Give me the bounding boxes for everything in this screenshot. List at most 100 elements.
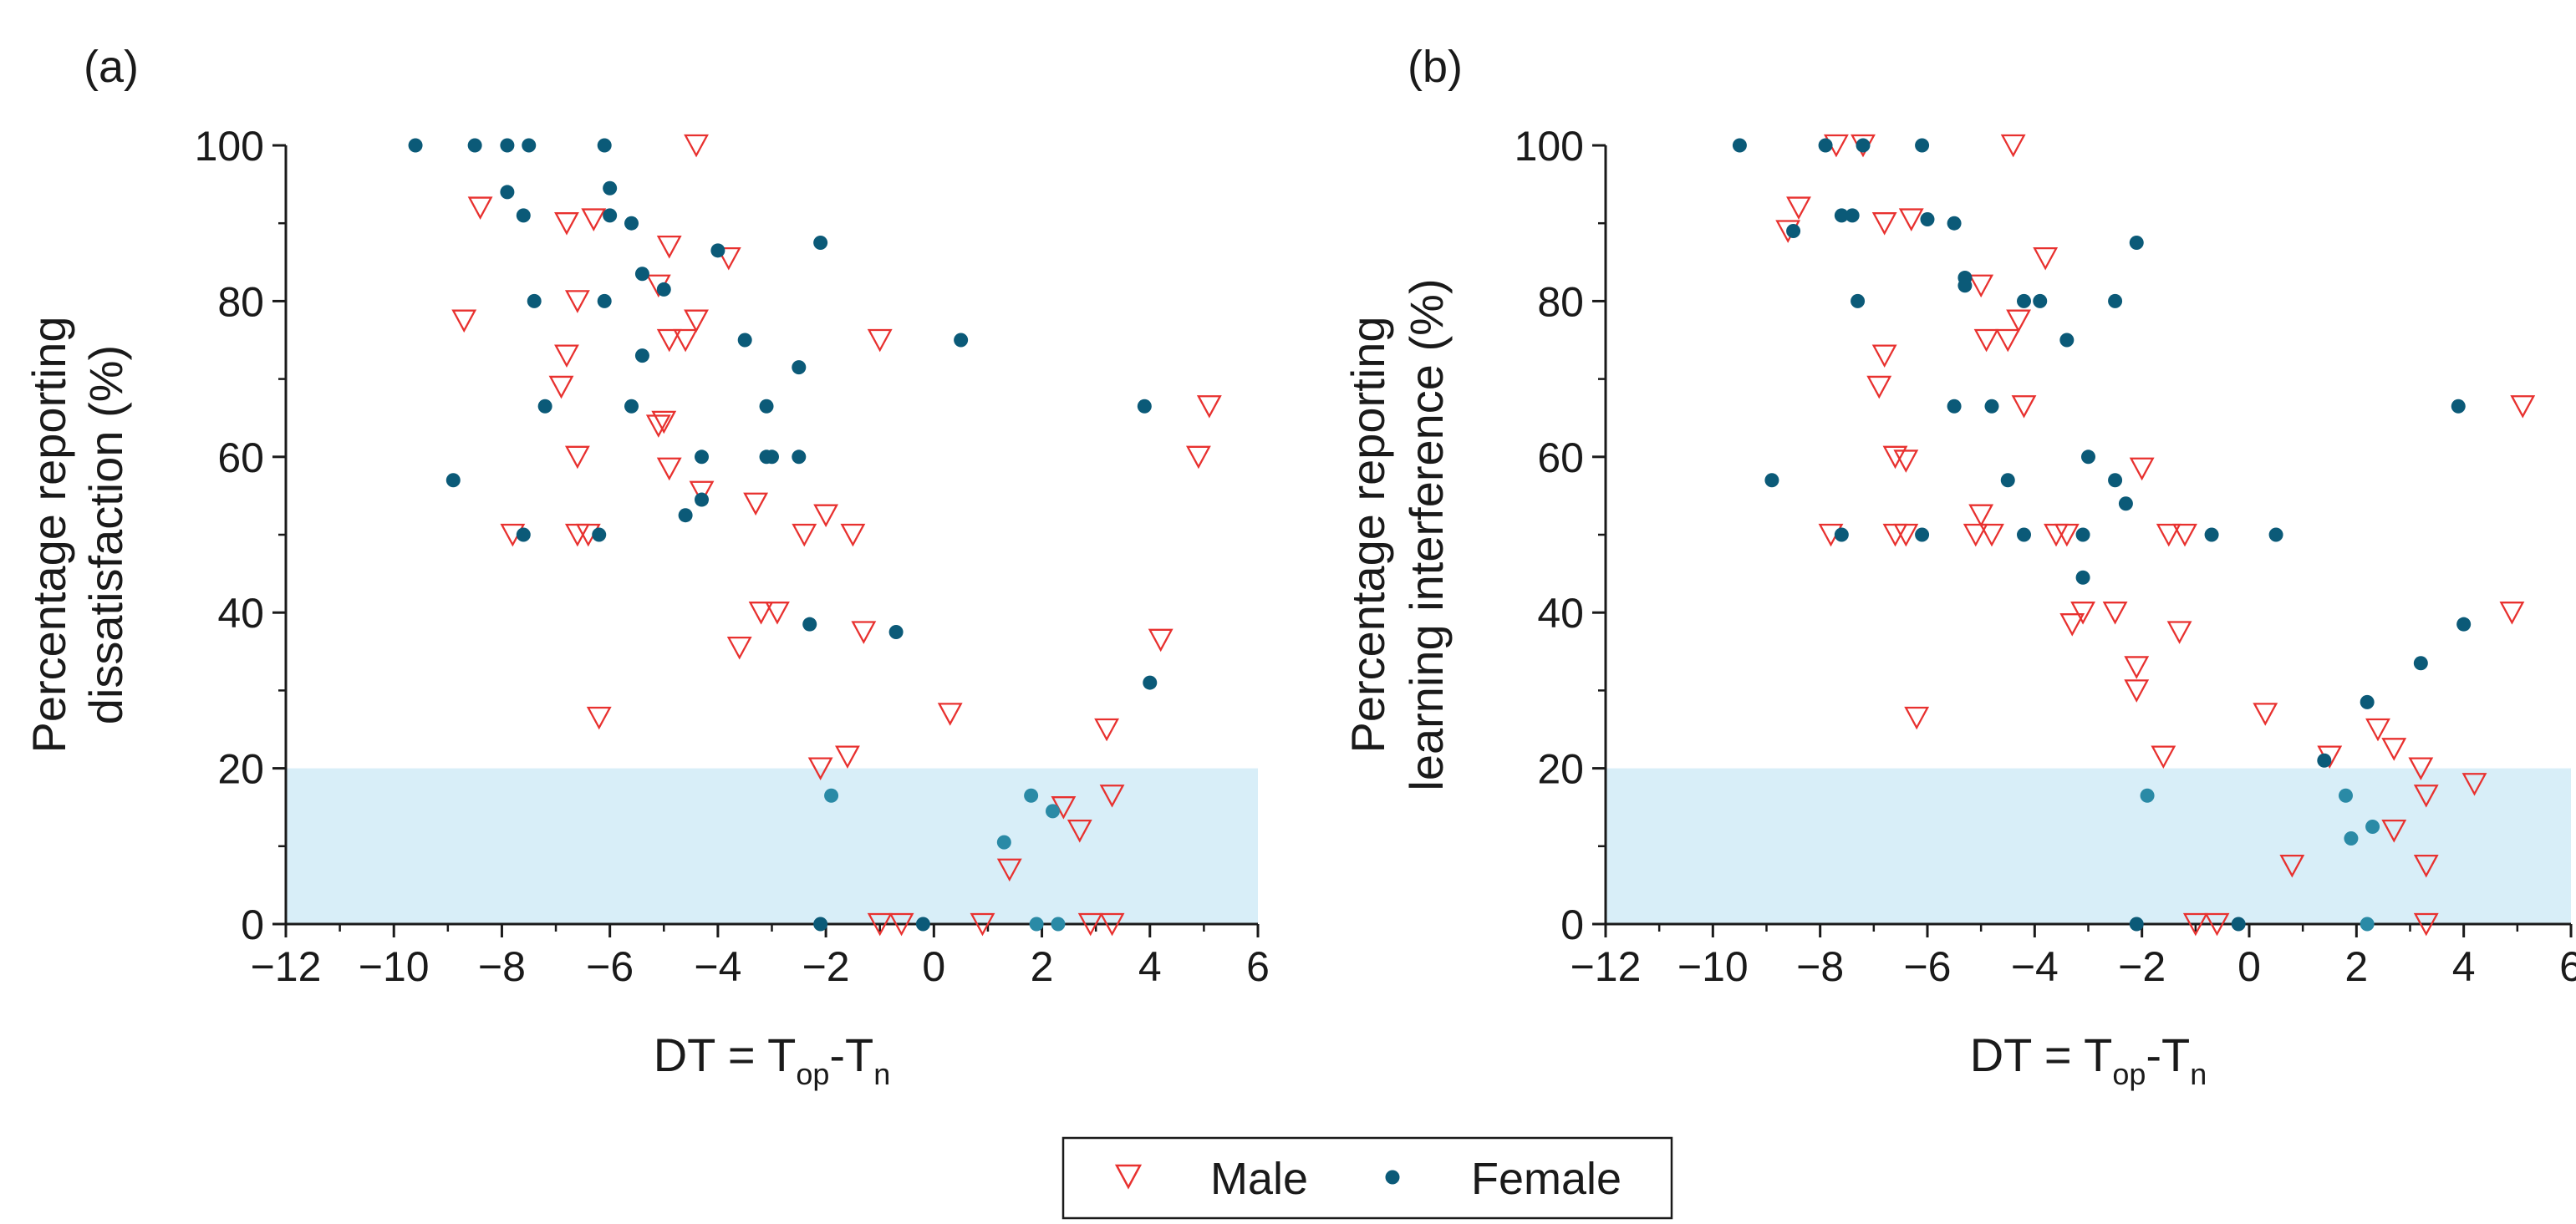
male-point (684, 309, 709, 333)
male-point (1968, 274, 1994, 298)
x-axis-label-subscript: op (796, 1057, 829, 1091)
x-tick-label: 4 (1138, 943, 1162, 990)
male-point (645, 414, 671, 438)
female-point (1732, 138, 1747, 153)
male-point (970, 912, 995, 937)
male-point (2413, 854, 2439, 878)
male-point (2166, 621, 2192, 644)
male-point (564, 445, 590, 470)
x-axis-label-part: -T (2146, 1028, 2190, 1081)
male-point (656, 236, 682, 259)
female-point (2365, 820, 2380, 834)
female-point (603, 208, 618, 223)
x-axis-label: DT = Top-Tn (1970, 1028, 2207, 1091)
female-point (695, 492, 710, 507)
y-tick-label: 20 (1537, 746, 1584, 793)
female-point (1051, 917, 1066, 932)
female-point (1786, 224, 1801, 239)
female-point (634, 348, 649, 363)
male-point (451, 309, 477, 333)
male-point (1882, 523, 1908, 547)
male-point (2102, 602, 2128, 625)
male-point (937, 703, 963, 726)
male-point (2124, 656, 2150, 679)
x-tick-label: 2 (2344, 943, 2368, 990)
male-point (2408, 757, 2434, 781)
y-tick-label: 0 (241, 901, 264, 948)
female-point (1818, 138, 1833, 153)
female-point (1845, 208, 1860, 223)
female-point (1947, 399, 1962, 414)
x-axis-label-subscript: n (2190, 1057, 2207, 1091)
male-point (2499, 602, 2525, 625)
female-point (2017, 293, 2031, 308)
male-point (2279, 854, 2305, 878)
female-point (2108, 293, 2123, 308)
male-point (1893, 523, 1919, 547)
female-point (1856, 138, 1871, 153)
x-tick-label: −6 (586, 943, 634, 990)
male-point (867, 328, 893, 353)
female-point (537, 399, 552, 414)
female-point (597, 293, 612, 308)
female-point (1920, 212, 1935, 227)
male-point (2381, 738, 2407, 761)
male-point (564, 523, 590, 547)
female-point (2360, 694, 2375, 709)
male-point (467, 196, 493, 220)
female-point (522, 138, 537, 153)
female-point (1137, 399, 1152, 414)
legend: Male Female (1061, 1136, 1673, 1220)
male-point (792, 523, 817, 547)
male-point (1904, 706, 1930, 730)
female-point (1764, 473, 1779, 488)
male-point (813, 504, 839, 528)
x-tick-label: −2 (802, 943, 850, 990)
y-axis-label-line1: Percentage reporting (23, 316, 75, 753)
male-point (835, 745, 860, 769)
x-tick-label: −4 (694, 943, 741, 990)
y-tick-label: 0 (1560, 901, 1584, 948)
x-axis-label-part: DT = T (654, 1028, 797, 1081)
male-point (1786, 196, 1811, 220)
male-point (2253, 703, 2278, 726)
male-point (2172, 523, 2197, 547)
panel-label: (a) (84, 42, 139, 92)
female-point (996, 835, 1011, 850)
male-point (1077, 912, 1103, 937)
female-point (634, 267, 649, 282)
male-point (2182, 912, 2208, 937)
male-point (1099, 912, 1125, 937)
male-point (2044, 523, 2069, 547)
female-point (824, 788, 839, 803)
male-point (656, 328, 682, 353)
female-point (624, 216, 639, 231)
male-point (2124, 679, 2150, 703)
y-tick-label: 40 (217, 590, 264, 637)
female-point (2344, 830, 2359, 846)
shaded-band (1606, 768, 2571, 924)
female-point (656, 282, 671, 297)
male-point (2413, 785, 2439, 808)
female-point (2017, 527, 2031, 542)
male-point (867, 912, 893, 937)
female-point (445, 473, 461, 488)
male-point (1871, 212, 1897, 236)
female-point (1045, 804, 1060, 819)
female-point (759, 449, 774, 465)
y-tick-label: 40 (1537, 590, 1584, 637)
x-tick-label: −8 (1796, 943, 1844, 990)
male-point (1882, 445, 1908, 470)
x-tick-label: 6 (2559, 943, 2576, 990)
female-point (1024, 788, 1039, 803)
female-point (2059, 333, 2075, 348)
male-point (1871, 344, 1897, 368)
panel-a: −12 −10 −8 −6 −4 −2 0 2 4 6020406080100(a)Percent… (23, 42, 1270, 1091)
male-point (1196, 395, 1222, 419)
male-point (656, 457, 682, 481)
female-point (527, 293, 542, 308)
male-point (1866, 375, 1892, 399)
x-axis-label-part: -T (829, 1028, 873, 1081)
male-point (726, 636, 752, 660)
panel-b: −12 −10 −8 −6 −4 −2 0 2 4 6020406080100(b)Percent… (1341, 42, 2576, 1091)
